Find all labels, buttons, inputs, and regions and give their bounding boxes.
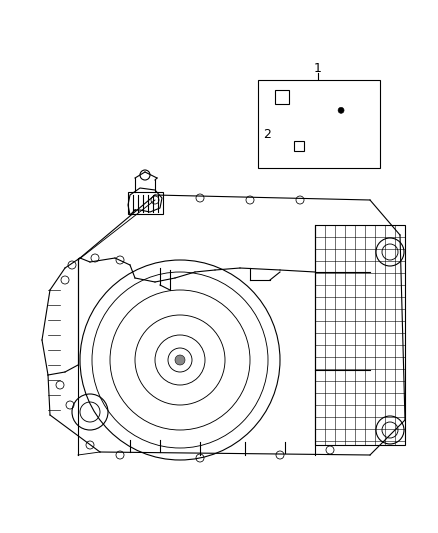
Bar [294, 141, 304, 151]
Bar [258, 80, 380, 168]
Text: 2: 2 [263, 128, 271, 141]
Bar [315, 225, 405, 445]
Bar [275, 90, 289, 104]
Text: 1: 1 [314, 61, 322, 75]
Circle shape [338, 107, 344, 114]
Circle shape [175, 355, 185, 365]
Bar [128, 192, 163, 214]
